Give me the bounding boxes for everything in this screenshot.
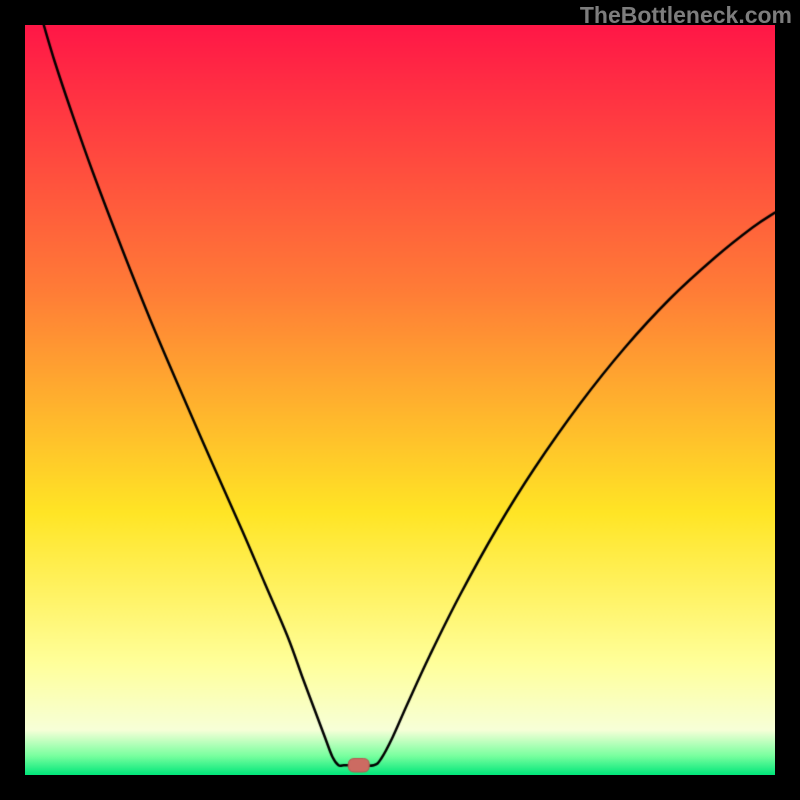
watermark-text: TheBottleneck.com xyxy=(580,2,792,29)
chart-container: TheBottleneck.com xyxy=(0,0,800,800)
plot-area xyxy=(25,25,775,775)
bottleneck-curve-chart xyxy=(25,25,775,775)
